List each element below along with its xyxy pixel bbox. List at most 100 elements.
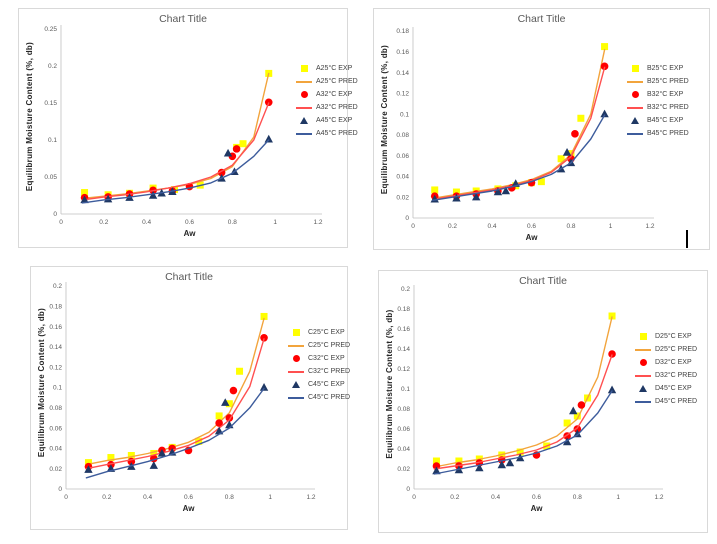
data-point <box>577 114 585 122</box>
x-tick-label: 0.2 <box>102 494 111 501</box>
legend-item-label: C25°C PRED <box>308 342 351 349</box>
y-tick-label: 0.08 <box>397 406 410 413</box>
x-tick-label: 0 <box>64 494 68 501</box>
x-tick-label: 0 <box>411 223 415 230</box>
axes <box>412 27 654 219</box>
data-point <box>600 62 609 71</box>
y-tick-label: 0.25 <box>44 26 57 33</box>
data-point <box>563 419 571 427</box>
legend-item-label: D25°C PRED <box>655 346 698 353</box>
series-c45-c-pred <box>85 387 265 479</box>
y-tick-label: 0.02 <box>397 466 410 473</box>
data-point <box>215 419 223 427</box>
data-point <box>472 192 481 201</box>
data-point <box>562 148 572 156</box>
y-tick-label: 0.12 <box>49 364 62 371</box>
legend-item: C25°C PRED <box>287 342 350 349</box>
x-tick-label: 0.8 <box>228 219 237 226</box>
square-marker-icon <box>626 65 644 72</box>
data-point <box>221 398 230 406</box>
y-tick-label: 0.04 <box>396 174 409 181</box>
legend-item: C45°C EXP <box>287 381 350 388</box>
legend-item: A32°C EXP <box>295 91 358 98</box>
y-tick-label: 0.1 <box>401 386 410 393</box>
line-marker-icon <box>287 396 305 399</box>
y-tick-label: 0.2 <box>401 286 410 293</box>
series-c25-c-pred <box>85 317 265 466</box>
legend: B25°C EXP B25°C PRED B32°C EXP B32°C PRED B4… <box>626 65 689 137</box>
square-marker-icon <box>295 65 313 72</box>
data-point <box>215 412 223 420</box>
tick-labels: 0 0.2 0.4 0.6 0.8 1 1.2 0 0.05 0.1 0.15 0.2 0.25 <box>44 26 323 226</box>
y-tick-label: 0.08 <box>396 132 409 139</box>
y-tick-label: 0 <box>406 486 410 493</box>
legend-item-label: B45°C PRED <box>647 130 689 137</box>
data-point <box>601 43 609 51</box>
data-point <box>223 148 233 157</box>
axes <box>60 25 322 215</box>
series-a32-c-pred <box>81 102 270 201</box>
legend-item-label: A32°C PRED <box>316 104 358 111</box>
y-tick-label: 0.18 <box>396 28 409 35</box>
series-d32-c-pred <box>433 354 613 470</box>
data-point <box>84 459 92 467</box>
y-tick-label: 0.02 <box>396 194 409 201</box>
data-point <box>600 109 609 118</box>
series-d25-c-pred <box>433 316 613 468</box>
legend-item-label: A25°C EXP <box>316 65 353 72</box>
y-tick-label: 0.1 <box>53 385 62 392</box>
plot-svg: 0 0.2 0.4 0.6 0.8 1 1.2 0 0.02 0.04 0.06 0.08 0.1 0.1… <box>49 282 316 501</box>
data-point <box>569 406 578 415</box>
data-point <box>431 186 439 194</box>
data-point <box>432 457 440 465</box>
data-point <box>557 155 565 163</box>
chart-panel-c: Chart Title Equilibrum Moisture Content … <box>30 266 351 530</box>
y-tick-label: 0.06 <box>396 153 409 160</box>
tick-labels: 0 0.2 0.4 0.6 0.8 1 1.2 0 0.02 0.04 0.06 0.08 0.1 0.1… <box>397 286 664 501</box>
line-marker-icon <box>295 80 313 83</box>
axes <box>65 282 315 490</box>
legend-item: A32°C PRED <box>295 104 358 111</box>
y-tick-label: 0.2 <box>53 283 62 290</box>
chart-title: Chart Title <box>519 275 567 287</box>
legend-item: B32°C PRED <box>626 104 689 111</box>
data-point <box>229 386 238 395</box>
x-tick-label: 0.4 <box>491 494 500 501</box>
line-marker-icon <box>295 106 313 109</box>
series-b25-c-exp <box>431 43 609 196</box>
legend-item-label: D25°C EXP <box>655 333 692 340</box>
y-tick-label: 0 <box>58 486 62 493</box>
line-marker-icon <box>634 348 652 351</box>
x-tick-label: 0.4 <box>143 494 152 501</box>
chart-title: Chart Title <box>159 13 207 25</box>
series-a45-c-pred <box>81 139 270 204</box>
legend-item-label: C32°C PRED <box>308 368 351 375</box>
data-point <box>149 461 158 469</box>
data-point <box>608 312 616 320</box>
legend-item: C45°C PRED <box>287 394 350 401</box>
data-point <box>259 383 269 391</box>
legend-item-label: A45°C EXP <box>316 117 353 124</box>
series-d25-c-exp <box>432 312 616 465</box>
legend-item-label: B32°C EXP <box>647 91 684 98</box>
legend-item-label: D32°C PRED <box>655 372 698 379</box>
legend-item-label: A45°C PRED <box>316 130 358 137</box>
circle-marker-icon <box>295 91 313 98</box>
data-point <box>577 401 586 409</box>
data-point <box>107 454 115 462</box>
line-marker-icon <box>287 344 305 347</box>
legend-item-label: D32°C EXP <box>655 359 692 366</box>
x-tick-label: 0.8 <box>573 494 582 501</box>
data-point <box>260 312 268 320</box>
line-marker-icon <box>626 132 644 135</box>
y-tick-label: 0.14 <box>397 346 410 353</box>
y-tick-label: 0.12 <box>397 366 410 373</box>
legend-item: B45°C EXP <box>626 117 689 124</box>
y-tick-label: 0.18 <box>397 306 410 313</box>
y-tick-label: 0.1 <box>48 137 57 144</box>
legend-item-label: B25°C EXP <box>647 65 684 72</box>
x-tick-label: 0.4 <box>142 219 151 226</box>
axes <box>413 285 663 490</box>
legend-item: D32°C PRED <box>634 372 697 379</box>
